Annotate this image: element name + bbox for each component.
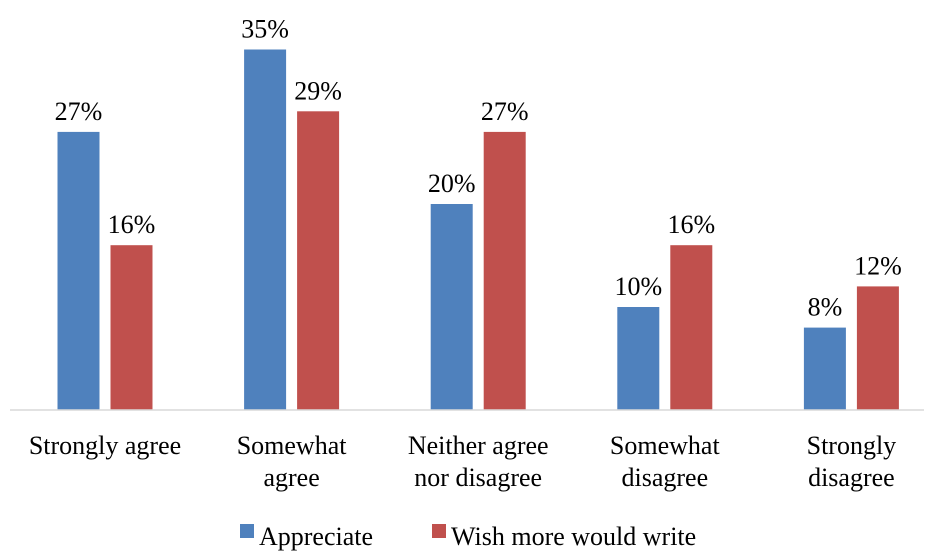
- data-label-appreciate-strongly-disagree: 8%: [808, 293, 843, 322]
- data-label-wish-more-would-write-neither-agree-nor-disagree: 27%: [481, 97, 529, 126]
- bar-wish-more-would-write-somewhat-disagree: [670, 245, 713, 410]
- bar-wish-more-would-write-somewhat-agree: [297, 111, 340, 411]
- data-label-appreciate-neither-agree-nor-disagree: 20%: [428, 169, 476, 198]
- category-label-line: Strongly: [807, 431, 897, 460]
- bar-appreciate-strongly-agree: [57, 131, 100, 410]
- category-label-line: Somewhat: [610, 431, 721, 460]
- legend-swatch-appreciate: [240, 524, 254, 538]
- data-label-wish-more-would-write-strongly-disagree: 12%: [854, 251, 902, 280]
- category-label-somewhat-disagree: Somewhat disagree: [610, 431, 721, 492]
- data-labels-layer: 27% 35% 20% 10% 8% 16% 29% 27% 16% 12%: [55, 15, 902, 322]
- legend: Appreciate Wish more would write: [240, 522, 696, 551]
- category-label-strongly-agree: Strongly agree: [29, 431, 181, 460]
- legend-swatch-wish-more-would-write: [432, 524, 446, 538]
- data-label-wish-more-would-write-somewhat-disagree: 16%: [667, 210, 715, 239]
- bar-wish-more-would-write-neither-agree-nor-disagree: [483, 131, 526, 410]
- category-label-line: Neither agree: [408, 431, 549, 460]
- bar-appreciate-somewhat-disagree: [617, 307, 660, 410]
- category-label-somewhat-agree: Somewhat agree: [237, 431, 348, 492]
- category-label-neither-agree-nor-disagree: Neither agree nor disagree: [408, 431, 549, 492]
- bar-appreciate-strongly-disagree: [803, 327, 846, 410]
- category-label-line: Strongly agree: [29, 431, 181, 460]
- bar-wish-more-would-write-strongly-disagree: [856, 286, 899, 410]
- category-label-line: disagree: [808, 463, 895, 492]
- category-label-line: nor disagree: [414, 463, 542, 492]
- category-labels-layer: Strongly agree Somewhat agree Neither agree…: [29, 431, 896, 492]
- legend-label-appreciate: Appreciate: [259, 522, 373, 551]
- category-label-strongly-disagree: Strongly disagree: [807, 431, 897, 492]
- bar-wish-more-would-write-strongly-agree: [110, 245, 153, 410]
- legend-label-wish-more-would-write: Wish more would write: [451, 522, 696, 551]
- category-label-line: agree: [263, 463, 319, 492]
- data-label-appreciate-strongly-agree: 27%: [55, 97, 103, 126]
- bar-appreciate-somewhat-agree: [244, 49, 287, 410]
- data-label-wish-more-would-write-somewhat-agree: 29%: [294, 76, 342, 105]
- data-label-appreciate-somewhat-agree: 35%: [241, 15, 289, 44]
- data-label-wish-more-would-write-strongly-agree: 16%: [108, 210, 156, 239]
- category-label-line: disagree: [621, 463, 708, 492]
- category-label-line: Somewhat: [237, 431, 348, 460]
- bar-appreciate-neither-agree-nor-disagree: [430, 204, 473, 410]
- data-label-appreciate-somewhat-disagree: 10%: [614, 272, 662, 301]
- bars-layer: [57, 49, 899, 411]
